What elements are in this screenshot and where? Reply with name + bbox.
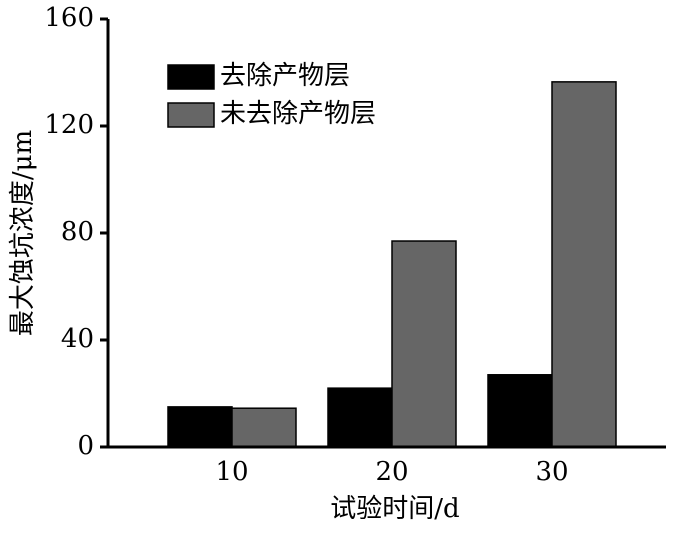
bar xyxy=(391,240,457,448)
legend-label: 去除产物层 xyxy=(220,61,350,91)
bar xyxy=(327,387,393,448)
legend-swatch xyxy=(167,64,215,90)
y-axis-label: 最大蚀坑浓度/μm xyxy=(8,130,38,336)
bar xyxy=(231,407,297,448)
x-axis-label: 试验时间/d xyxy=(330,494,459,524)
bar xyxy=(487,374,553,448)
x-tick-label: 20 xyxy=(375,457,408,487)
y-tick-label: 80 xyxy=(61,217,94,247)
x-tick-label: 10 xyxy=(215,457,248,487)
bar xyxy=(167,406,233,448)
y-tick-label: 120 xyxy=(44,110,94,140)
x-tick-label: 30 xyxy=(535,457,568,487)
y-tick-label: 160 xyxy=(44,3,94,33)
y-tick-label: 40 xyxy=(61,324,94,354)
legend-swatch xyxy=(167,102,215,128)
legend-label: 未去除产物层 xyxy=(220,99,376,129)
bar xyxy=(551,81,617,448)
y-tick-label: 0 xyxy=(77,431,94,461)
